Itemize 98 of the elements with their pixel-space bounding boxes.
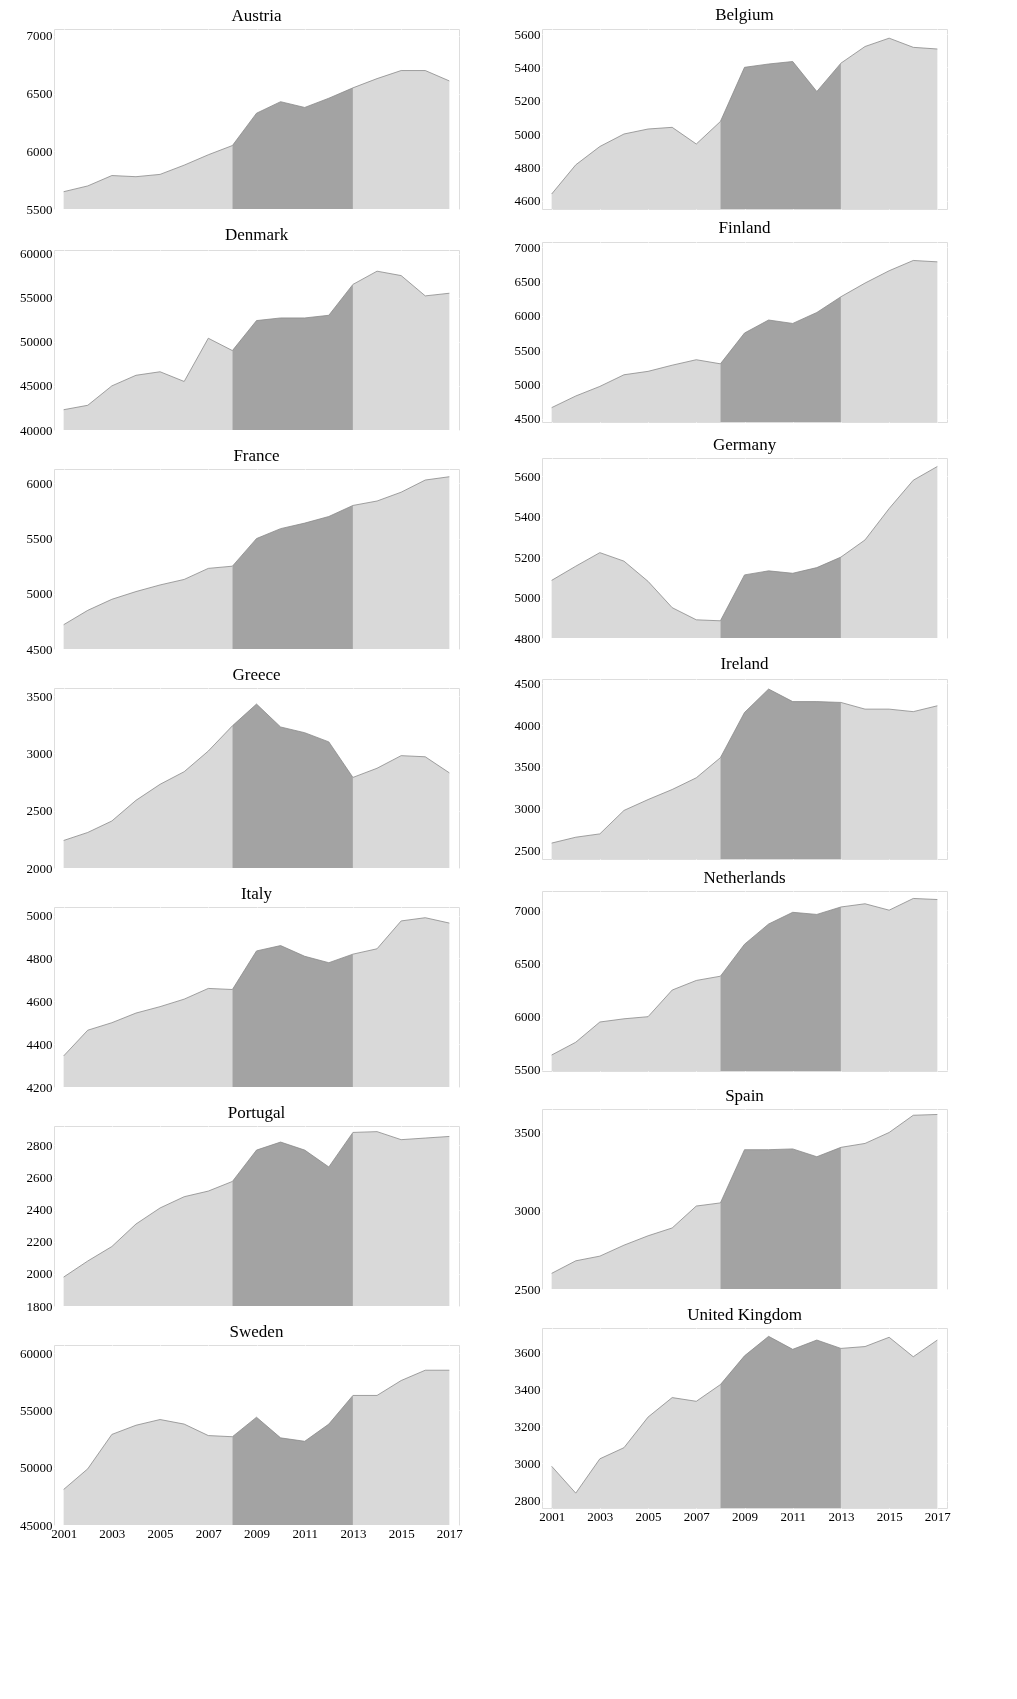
y-tick-label: 5400 [514, 59, 541, 75]
y-tick-label: 4600 [26, 993, 53, 1009]
y-tick-label: 5600 [514, 26, 541, 42]
y-tick-label: 2800 [514, 1493, 541, 1509]
y-tick-label: 5200 [514, 93, 541, 109]
y-tick-label: 4800 [514, 159, 541, 175]
y-tick-label: 2000 [26, 1266, 53, 1282]
y-tick-label: 45000 [20, 1517, 53, 1533]
chart-title: Germany [712, 435, 777, 454]
y-tick-label: 3200 [514, 1418, 541, 1434]
y-tick-label: 5500 [26, 531, 53, 547]
chart-title: Ireland [720, 654, 770, 674]
y-tick-label: 3500 [514, 1124, 541, 1140]
y-tick-label: 60000 [20, 1345, 53, 1361]
y-tick-label: 4800 [26, 950, 53, 966]
x-tick-label: 2013 [828, 1508, 855, 1524]
y-tick-label: 4500 [26, 641, 53, 657]
y-tick-label: 4500 [514, 411, 541, 427]
x-tick-label: 2001 [51, 1525, 78, 1541]
x-tick-label: 2003 [587, 1508, 614, 1524]
chart-title: Netherlands [703, 868, 786, 887]
chart-title: United Kingdom [687, 1305, 802, 1324]
chart-title: Italy [240, 884, 273, 903]
y-tick-label: 3500 [514, 759, 541, 775]
x-tick-label: 2001 [539, 1508, 566, 1524]
y-tick-label: 55000 [20, 290, 53, 306]
x-tick-label: 2007 [683, 1508, 711, 1524]
x-tick-label: 2011 [292, 1525, 318, 1541]
y-tick-label: 4200 [26, 1079, 53, 1095]
y-tick-label: 3500 [26, 688, 53, 704]
y-tick-label: 2800 [26, 1137, 53, 1153]
x-tick-label: 2009 [732, 1508, 758, 1524]
x-tick-label: 2011 [780, 1508, 806, 1524]
x-tick-label: 2013 [340, 1525, 367, 1541]
y-tick-label: 2500 [514, 1281, 541, 1297]
chart-title: Denmark [224, 224, 289, 244]
y-tick-label: 5600 [514, 468, 541, 484]
y-tick-label: 7000 [26, 28, 53, 44]
y-tick-label: 5000 [514, 376, 541, 392]
y-tick-label: 2000 [26, 860, 53, 876]
y-tick-label: 3000 [514, 1455, 541, 1471]
y-tick-label: 7000 [514, 239, 541, 255]
y-tick-label: 4600 [514, 193, 541, 209]
y-tick-label: 6500 [26, 86, 53, 102]
y-tick-label: 4000 [514, 717, 541, 733]
x-tick-label: 2005 [147, 1525, 174, 1541]
y-tick-label: 6000 [514, 1009, 541, 1025]
y-tick-label: 2400 [26, 1202, 53, 1218]
y-tick-label: 5000 [514, 590, 541, 606]
y-tick-label: 5500 [514, 1062, 541, 1078]
chart-title: Portugal [227, 1103, 286, 1122]
y-tick-label: 5500 [514, 342, 541, 358]
x-tick-label: 2005 [635, 1508, 662, 1524]
x-tick-label: 2003 [99, 1525, 126, 1541]
x-tick-label: 2015 [876, 1508, 903, 1524]
x-tick-label: 2007 [195, 1525, 223, 1541]
y-tick-label: 5200 [514, 549, 541, 565]
y-tick-label: 2600 [26, 1169, 53, 1185]
y-tick-label: 6000 [26, 475, 53, 491]
y-tick-label: 4500 [514, 675, 541, 691]
x-tick-label: 2009 [244, 1525, 270, 1541]
chart-title: Spain [725, 1086, 765, 1105]
y-tick-label: 40000 [20, 422, 53, 438]
y-tick-label: 5000 [26, 586, 53, 602]
y-tick-label: 3400 [514, 1381, 541, 1397]
y-tick-label: 2200 [26, 1234, 53, 1250]
y-tick-label: 6500 [514, 274, 541, 290]
y-tick-label: 5400 [514, 509, 541, 525]
y-tick-label: 50000 [20, 1460, 53, 1476]
y-tick-label: 2500 [514, 843, 541, 859]
x-tick-label: 2017 [436, 1525, 464, 1541]
y-tick-label: 5000 [26, 908, 53, 924]
y-tick-label: 3000 [514, 801, 541, 817]
y-tick-label: 3600 [514, 1344, 541, 1360]
chart-title: Sweden [229, 1322, 284, 1341]
y-tick-label: 6000 [26, 143, 53, 159]
chart-title: Belgium [715, 5, 774, 24]
chart-title: France [233, 446, 280, 465]
y-tick-label: 4800 [514, 630, 541, 646]
x-tick-label: 2015 [388, 1525, 415, 1541]
y-tick-label: 3000 [26, 745, 53, 761]
y-tick-label: 2500 [26, 803, 53, 819]
y-tick-label: 45000 [20, 378, 53, 394]
y-tick-label: 7000 [514, 902, 541, 918]
y-tick-label: 5000 [514, 126, 541, 142]
chart-title: Austria [231, 6, 282, 25]
y-tick-label: 3000 [514, 1203, 541, 1219]
x-tick-label: 2017 [924, 1508, 952, 1524]
y-tick-label: 50000 [20, 334, 53, 350]
chart-title: Finland [718, 218, 771, 238]
y-tick-label: 6000 [514, 308, 541, 324]
y-tick-label: 4400 [26, 1036, 53, 1052]
y-tick-label: 60000 [20, 246, 53, 262]
y-tick-label: 5500 [26, 201, 53, 217]
y-tick-label: 1800 [26, 1298, 53, 1314]
chart-title: Greece [232, 665, 281, 684]
y-tick-label: 55000 [20, 1402, 53, 1418]
y-tick-label: 6500 [514, 955, 541, 971]
